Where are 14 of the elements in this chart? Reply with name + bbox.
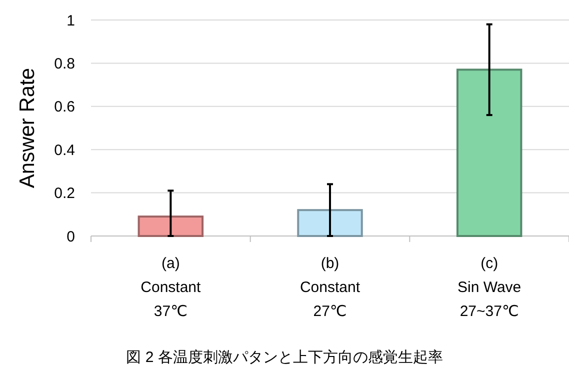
y-tick-label: 0.4 bbox=[54, 142, 75, 159]
bar bbox=[456, 68, 522, 237]
x-tick-label: (c) Sin Wave 27~37℃ bbox=[458, 255, 522, 320]
y-tick-label: 0.8 bbox=[54, 55, 75, 72]
y-tick-label: 0.2 bbox=[54, 185, 75, 202]
x-tick-label: (b) Constant 27℃ bbox=[300, 255, 361, 320]
caption: 図 2 各温度刺激パタンと上下方向の感覚生起率 bbox=[126, 349, 443, 366]
x-tick-label: (a) Constant 37℃ bbox=[140, 255, 202, 320]
y-axis-title: Answer Rate bbox=[16, 68, 39, 188]
y-tick-label: 1 bbox=[66, 12, 75, 30]
bar bbox=[297, 209, 363, 237]
y-tick-label: 0 bbox=[66, 228, 75, 246]
bar bbox=[138, 216, 204, 237]
y-tick-label: 0.6 bbox=[54, 98, 75, 116]
